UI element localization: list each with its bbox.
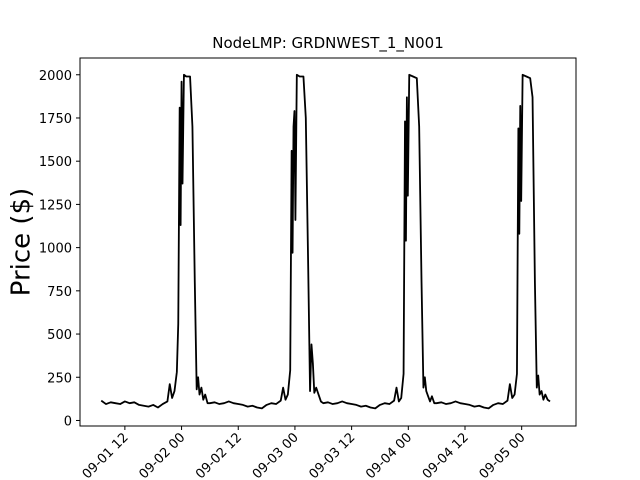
price-line — [100, 73, 551, 410]
y-tick-label: 0 — [64, 414, 72, 429]
y-tick-label: 2000 — [39, 69, 72, 84]
y-axis-label: Price ($) — [7, 188, 37, 297]
plot-frame — [79, 57, 577, 427]
y-tick-label: 1000 — [39, 242, 72, 257]
chart-title: NodeLMP: GRDNWEST_1_N001 — [212, 34, 444, 53]
y-tick-label: 250 — [47, 371, 72, 386]
y-tick-label: 1750 — [39, 112, 72, 127]
y-tick-label: 1250 — [39, 198, 72, 213]
y-tick-label: 1500 — [39, 155, 72, 170]
y-tick-label: 500 — [47, 328, 72, 343]
y-tick-label: 750 — [47, 285, 72, 300]
